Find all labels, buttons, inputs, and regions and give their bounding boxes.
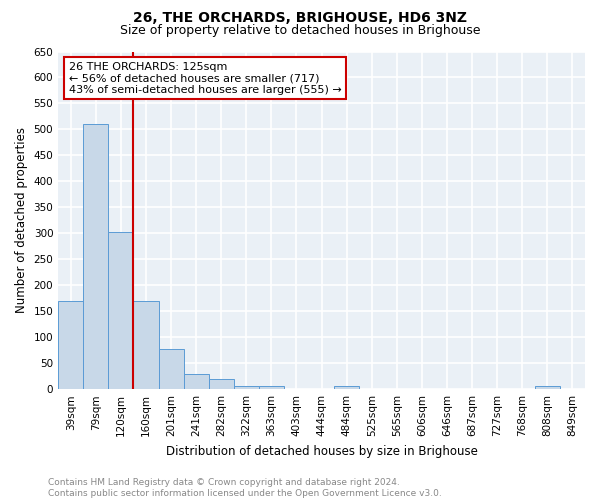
Y-axis label: Number of detached properties: Number of detached properties [15,128,28,314]
Bar [133,301,158,389]
Bar [234,386,259,389]
X-axis label: Distribution of detached houses by size in Brighouse: Distribution of detached houses by size … [166,444,478,458]
Text: 26 THE ORCHARDS: 125sqm
← 56% of detached houses are smaller (717)
43% of semi-d: 26 THE ORCHARDS: 125sqm ← 56% of detache… [69,62,341,95]
Bar [58,301,83,389]
Bar [209,379,234,389]
Bar [109,232,133,389]
Text: 26, THE ORCHARDS, BRIGHOUSE, HD6 3NZ: 26, THE ORCHARDS, BRIGHOUSE, HD6 3NZ [133,11,467,25]
Bar [535,386,560,389]
Text: Contains HM Land Registry data © Crown copyright and database right 2024.
Contai: Contains HM Land Registry data © Crown c… [48,478,442,498]
Bar [83,124,109,389]
Bar [334,386,359,389]
Bar [184,374,209,389]
Bar [259,386,284,389]
Text: Size of property relative to detached houses in Brighouse: Size of property relative to detached ho… [120,24,480,37]
Bar [158,348,184,389]
